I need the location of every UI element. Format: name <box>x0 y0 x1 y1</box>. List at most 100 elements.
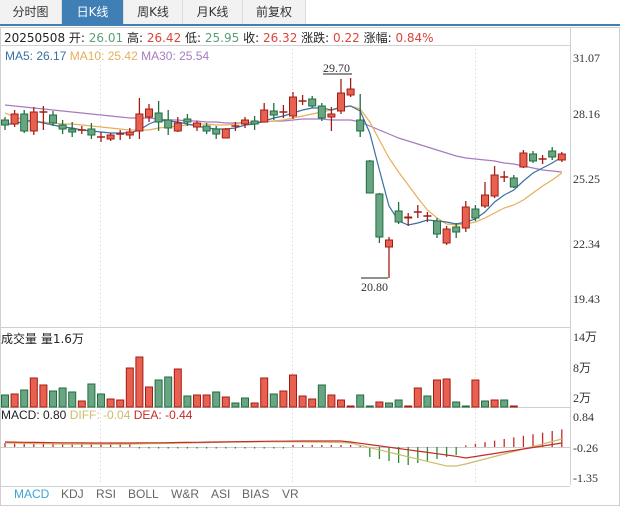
volume-bar <box>125 367 134 408</box>
candle-body <box>173 122 182 132</box>
volume-bar <box>404 405 413 408</box>
volume-bar <box>145 386 153 408</box>
volume-bar <box>77 400 86 408</box>
volume-bar <box>173 368 182 408</box>
indicator-tab-bias[interactable]: BIAS <box>242 487 270 501</box>
dea-line <box>4 440 562 459</box>
volume-bar <box>346 405 355 408</box>
volume-bar <box>135 356 144 408</box>
price-tick: 28.16 <box>573 107 600 121</box>
macd-tick: -1.35 <box>573 471 598 485</box>
candle-body <box>87 128 96 136</box>
volume-bar <box>97 393 105 408</box>
volume-bar <box>154 379 163 408</box>
volume-bar <box>221 396 230 408</box>
candle-body <box>327 113 336 118</box>
candle-body <box>202 125 211 132</box>
macd-legend: MACD: 0.80 DIFF: -0.04 DEA: -0.44 <box>1 408 192 422</box>
volume-bar <box>106 398 115 408</box>
candle-body <box>394 210 403 223</box>
ma10-value: MA10: 25.42 <box>69 49 138 63</box>
volume-bar <box>365 405 374 408</box>
ma5-line <box>5 105 563 226</box>
volume-bar <box>423 395 432 408</box>
macd-tick: 0.84 <box>573 410 594 424</box>
macd-tick: -0.26 <box>573 441 598 455</box>
volume-bar <box>481 400 489 408</box>
change-value: 0.22 <box>333 31 360 45</box>
volume-bar <box>39 384 48 408</box>
candle-body <box>337 92 345 112</box>
volume-bar <box>394 399 403 408</box>
candle-body <box>212 128 221 135</box>
indicator-tab-asi[interactable]: ASI <box>211 487 231 501</box>
volume-bar <box>231 402 240 408</box>
indicator-tab-macd[interactable]: MACD <box>14 487 50 501</box>
candle-body <box>250 120 259 125</box>
ma10-line <box>4 105 563 226</box>
candle-body <box>164 119 173 129</box>
candle-body <box>557 153 566 161</box>
low-label: 低: <box>185 31 202 45</box>
volume-axis: 14万 8万 2万 <box>573 330 597 405</box>
volume-bar <box>375 401 384 408</box>
candle-body <box>10 113 19 125</box>
candle-body <box>490 174 499 197</box>
volume-bar <box>490 399 499 408</box>
candle-body <box>289 96 297 117</box>
candle-body <box>433 220 441 235</box>
ma30-value: MA30: 25.54 <box>141 49 210 63</box>
volume-bar <box>10 393 19 408</box>
high-value: 26.42 <box>146 31 182 45</box>
price-tick: 31.07 <box>573 51 600 65</box>
tab-monthly-k[interactable]: 月K线 <box>183 0 243 24</box>
macd-value: MACD: 0.80 <box>1 408 67 422</box>
candle-body <box>308 98 317 107</box>
open-label: 开: <box>68 31 85 45</box>
ma-legend: MA5: 26.17 MA10: 25.42 MA30: 25.54 <box>5 49 209 63</box>
volume-bar <box>442 378 451 408</box>
volume-bars <box>1 356 518 408</box>
volume-tick: 8万 <box>573 361 591 375</box>
volume-bar <box>164 376 173 408</box>
volume-bar <box>20 389 29 408</box>
candle-body <box>68 128 77 133</box>
close-label: 收: <box>243 31 260 45</box>
candle-body <box>49 114 57 124</box>
low-value: 25.95 <box>204 31 240 45</box>
candle-body <box>317 105 326 119</box>
indicator-tab-rsi[interactable]: RSI <box>96 487 117 501</box>
candle-body <box>154 112 163 123</box>
price-tick: 22.34 <box>573 237 600 251</box>
price-tick: 19.43 <box>573 292 600 306</box>
indicator-tab-vr[interactable]: VR <box>282 487 299 501</box>
indicator-tab-boll[interactable]: BOLL <box>128 487 159 501</box>
candle-body <box>125 131 134 136</box>
candle-body <box>471 208 480 219</box>
volume-bar <box>385 402 393 408</box>
tab-weekly-k[interactable]: 周K线 <box>124 0 183 24</box>
volume-tick: 14万 <box>573 330 597 344</box>
indicator-tab-wr[interactable]: W&R <box>171 487 199 501</box>
pct-label: 涨幅: <box>363 31 392 45</box>
tab-daily-k[interactable]: 日K线 <box>62 0 124 24</box>
candle-body <box>135 113 144 132</box>
candle-body <box>29 111 38 132</box>
macd-chart <box>4 429 563 467</box>
change-label: 涨跌: <box>301 31 330 45</box>
volume-bar <box>87 383 96 408</box>
candle-body <box>260 109 269 123</box>
indicator-tab-kdj[interactable]: KDJ <box>61 487 84 501</box>
volume-bar <box>500 399 509 408</box>
volume-bar <box>29 377 38 408</box>
candle-body <box>1 119 9 126</box>
tab-forward-adjust[interactable]: 前复权 <box>243 0 306 24</box>
candle-body <box>269 110 278 116</box>
candle-body <box>356 119 365 132</box>
volume-bar <box>308 398 317 408</box>
pct-value: 0.84% <box>395 31 434 45</box>
moving-average-lines <box>4 104 563 226</box>
tab-intraday[interactable]: 分时图 <box>0 0 62 24</box>
volume-label: 成交量 量1.6万 <box>1 332 84 346</box>
